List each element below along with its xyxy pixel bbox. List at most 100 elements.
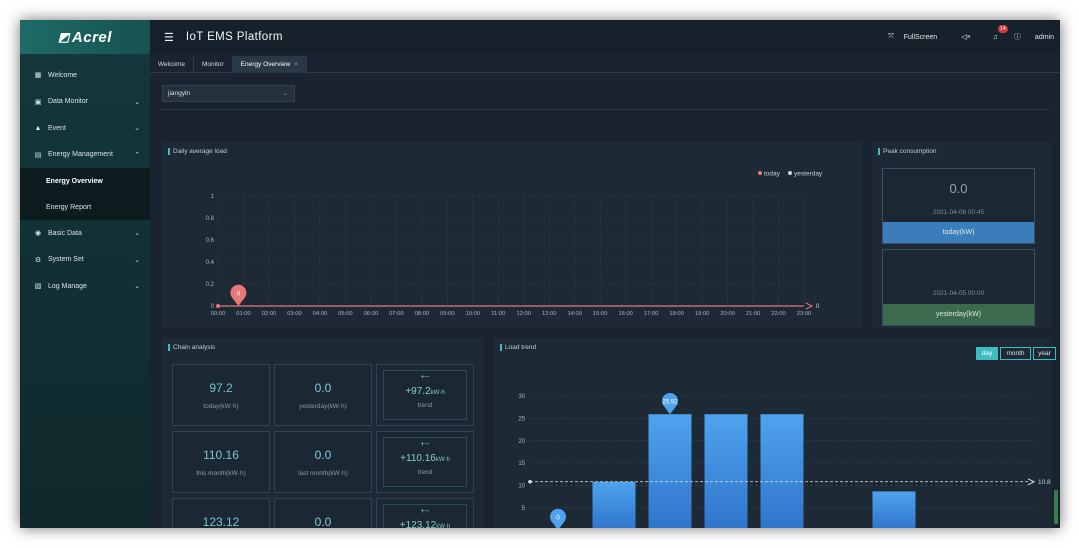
- scrollbar[interactable]: [1054, 490, 1058, 524]
- toggle-year[interactable]: year: [1033, 347, 1056, 360]
- notification-bell[interactable]: ♫ 14: [983, 24, 1008, 41]
- peak-yesterday-label: yesterday(kW): [883, 304, 1034, 325]
- y-tick-label: 25: [518, 417, 525, 423]
- x-tick-label: 23:00: [797, 311, 812, 317]
- sidebar-item-label: System Set: [48, 256, 84, 264]
- x-tick-label: 17:00: [644, 311, 659, 317]
- x-tick-label: 19:00: [695, 311, 710, 317]
- page-title: IoT EMS Platform: [185, 31, 283, 43]
- monitor-icon: ▣: [34, 98, 42, 106]
- logo[interactable]: ◩ Acrel: [20, 20, 150, 54]
- close-icon[interactable]: ×: [294, 61, 298, 68]
- chevron-down-icon: ⌄: [134, 125, 140, 133]
- bell-icon: ♫: [992, 33, 998, 41]
- chain-current-label: today(kW·h): [203, 403, 239, 410]
- markpoint-pin: 0: [550, 508, 566, 528]
- bar-02[interactable]: [648, 414, 692, 528]
- sidebar-item-log-manage[interactable]: ▧ Log Manage ⌄: [20, 273, 150, 300]
- load-trend-panel: Load trend 0 5 10 15 20 25 30 00 01 02 03 04 05 06 07 0…: [494, 338, 1052, 528]
- svg-text:0: 0: [556, 515, 560, 522]
- menu-toggle-icon[interactable]: ☰: [164, 31, 174, 44]
- chevron-down-icon: ⌄: [282, 91, 288, 97]
- sidebar-subitem-energy-overview[interactable]: Energy Overview: [46, 177, 103, 185]
- tab-monitor[interactable]: Monitor: [194, 56, 233, 73]
- fullscreen-icon: ⤧: [888, 33, 894, 40]
- bar-04[interactable]: [760, 414, 804, 528]
- trend-sign: +--: [420, 441, 430, 448]
- sound-toggle-icon[interactable]: ◁×: [961, 34, 971, 41]
- chain-current-value: 97.2: [209, 381, 233, 395]
- chain-current-cell: 97.2 today(kW·h): [172, 364, 270, 426]
- sidebar-item-label: Data Monitor: [48, 98, 89, 106]
- bar-01[interactable]: [592, 481, 636, 528]
- divider: [160, 109, 1050, 110]
- app-window: ◩ Acrel ▦ Welcome ▣ Data Monitor ⌄ ▲ Even…: [20, 20, 1060, 528]
- y-tick-label: 5: [522, 506, 526, 512]
- chevron-down-icon: ⌄: [134, 256, 140, 264]
- legend-item-yesterday[interactable]: yesterday: [788, 171, 823, 178]
- x-tick-label: 05:00: [338, 311, 353, 317]
- svg-text:25.92: 25.92: [662, 400, 678, 406]
- tab-energy-overview[interactable]: Energy Overview ×: [232, 56, 307, 73]
- x-tick-label: 22:00: [771, 311, 786, 317]
- sidebar-item-basic-data[interactable]: ◉ Basic Data ⌄: [20, 220, 150, 247]
- user-menu[interactable]: admin: [1034, 33, 1054, 41]
- panel-title: Peak consumption: [878, 148, 936, 155]
- sidebar-item-label: Log Manage: [48, 282, 87, 290]
- fullscreen-button[interactable]: ⤧ FullScreen: [878, 33, 937, 41]
- trend-unit: kW·h: [435, 457, 450, 463]
- chain-trend-cell: +-- +110.16kW·h trend: [376, 431, 474, 493]
- chain-previous-value: 0.0: [314, 515, 332, 528]
- y-tick-label: 20: [518, 439, 525, 445]
- header-actions: ⤧ FullScreen ◁× ♫ 14 ⓘ admin: [868, 20, 1054, 54]
- trend-value: +97.2kW·h: [405, 386, 445, 397]
- x-tick-label: 13:00: [542, 311, 557, 317]
- trend-label: trend: [417, 402, 433, 409]
- help-icon[interactable]: ⓘ: [1013, 34, 1021, 41]
- warning-icon: ▲: [34, 124, 42, 132]
- trend-label: trend: [417, 469, 433, 476]
- markpoint-pin: 0: [230, 284, 247, 306]
- chain-trend-cell: +-- +97.2kW·h trend: [376, 364, 474, 426]
- chart-legend[interactable]: today yesterday: [758, 171, 823, 178]
- peak-today-card: 0.0 2021-04-06 00:45 today(kW): [882, 168, 1035, 244]
- peak-yesterday-time: 2021-04-05 00:00: [932, 290, 985, 297]
- gear-icon: ⚙: [34, 256, 42, 264]
- chevron-up-icon: ⌃: [134, 151, 140, 159]
- sidebar-item-event[interactable]: ▲ Event ⌄: [20, 115, 150, 142]
- y-tick-label: 15: [518, 461, 525, 467]
- energy-icon: ▤: [34, 151, 42, 159]
- legend-item-today[interactable]: today: [758, 171, 781, 178]
- sidebar-subitem-energy-report[interactable]: Energy Report: [46, 203, 92, 211]
- sidebar-item-energy-management[interactable]: ▤ Energy Management ⌃: [20, 142, 150, 169]
- chain-previous-value: 0.0: [314, 381, 332, 395]
- toggle-month[interactable]: month: [1000, 347, 1031, 360]
- markline-label: 10.8: [1038, 479, 1051, 486]
- bar-06[interactable]: [872, 491, 916, 528]
- sidebar-item-system-set[interactable]: ⚙ System Set ⌄: [20, 247, 150, 274]
- sidebar-item-label: Event: [48, 124, 66, 132]
- sidebar-item-label: Energy Management: [48, 151, 113, 159]
- markline-start: [528, 479, 532, 484]
- sidebar: ◩ Acrel ▦ Welcome ▣ Data Monitor ⌄ ▲ Even…: [20, 20, 150, 528]
- site-select[interactable]: jiangyin ⌄: [162, 85, 295, 102]
- bar-03[interactable]: [704, 414, 748, 528]
- toggle-day[interactable]: day: [976, 347, 998, 360]
- tab-welcome[interactable]: Welcome: [150, 56, 194, 73]
- peak-today-value: 0.0: [949, 181, 968, 196]
- y-tick-label: 0.8: [206, 216, 215, 222]
- y-tick-label: 1: [211, 194, 215, 200]
- x-tick-label: 06:00: [364, 311, 379, 317]
- trend-sign: +--: [420, 374, 430, 381]
- tab-label: Energy Overview: [240, 61, 291, 68]
- peak-today-label: today(kW): [883, 222, 1034, 243]
- x-tick-label: 21:00: [746, 311, 761, 317]
- trend-sign: +--: [420, 508, 430, 515]
- sidebar-item-data-monitor[interactable]: ▣ Data Monitor ⌄: [20, 89, 150, 116]
- sidebar-item-welcome[interactable]: ▦ Welcome: [20, 62, 150, 89]
- panel-title: Chain analysis: [168, 344, 215, 351]
